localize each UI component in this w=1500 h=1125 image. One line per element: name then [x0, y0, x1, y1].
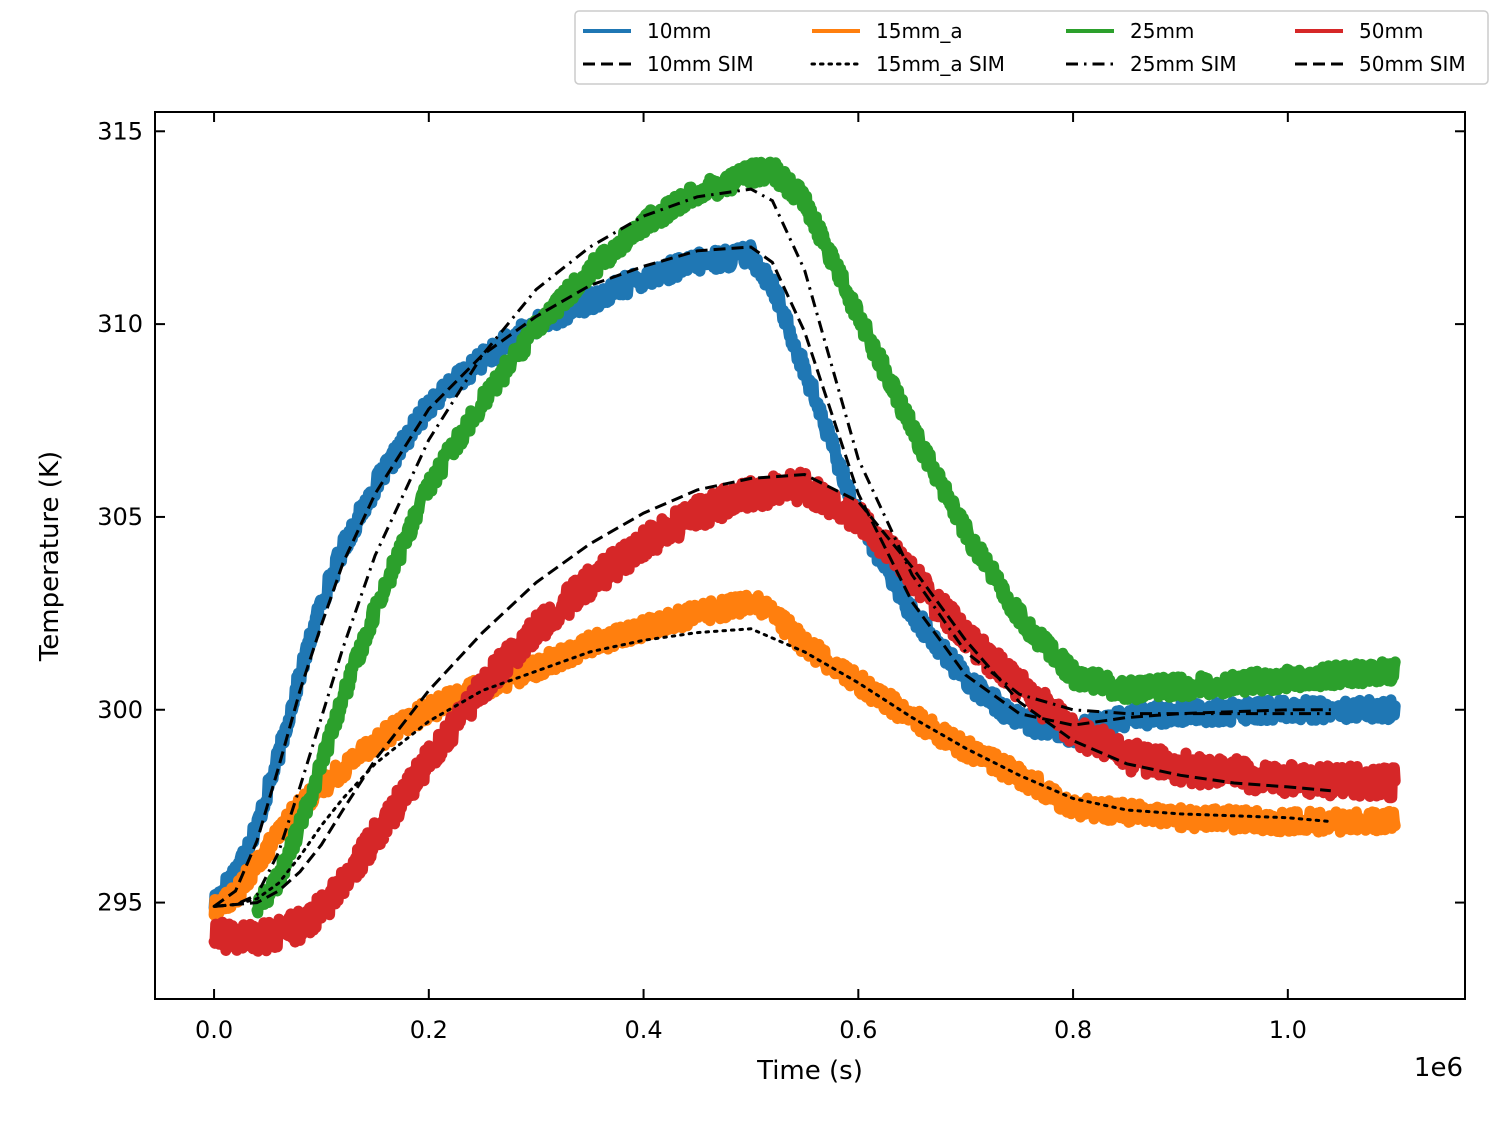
y-axis-label: Temperature (K) — [35, 451, 65, 662]
series-10mm-sim — [213, 245, 1331, 908]
series-line-25mm-sim — [213, 187, 1331, 908]
x-tick-label: 0.2 — [410, 1016, 448, 1044]
legend-item-25mm-sim: 25mm SIM — [1066, 52, 1237, 76]
legend-label: 25mm SIM — [1130, 52, 1237, 76]
y-tick-label: 295 — [97, 889, 143, 917]
x-axis-label: Time (s) — [756, 1056, 863, 1086]
series-25mm — [251, 156, 1401, 919]
legend-label: 15mm_a — [876, 19, 963, 43]
series-line-15mm-a — [208, 589, 1401, 924]
legend-label: 10mm SIM — [647, 52, 754, 76]
series-line-50mm-sim — [213, 472, 1331, 908]
series-25mm-sim — [213, 187, 1331, 908]
x-tick-label: 0.6 — [839, 1016, 877, 1044]
legend-item-25mm: 25mm — [1066, 19, 1194, 43]
legend-item-50mm: 50mm — [1295, 19, 1423, 43]
series-50mm-sim — [213, 472, 1331, 908]
series-15mm-a — [208, 589, 1401, 924]
legend-label: 50mm — [1359, 19, 1423, 43]
legend: 10mm 10mm SIM 15mm_a 15mm_a SIM 25mm 25mm SIM… — [574, 10, 1489, 85]
series-15mm-a-sim — [212, 627, 1333, 908]
x-tick-label: 0.0 — [195, 1016, 233, 1044]
y-tick-label: 300 — [97, 696, 143, 724]
legend-frame — [574, 10, 1489, 85]
legend-label: 25mm — [1130, 19, 1194, 43]
legend-item-10mm-sim: 10mm SIM — [583, 52, 754, 76]
series-line-15mm-a-sim — [212, 627, 1333, 908]
legend-item-10mm: 10mm — [583, 19, 711, 43]
legend-item-50mm-sim: 50mm SIM — [1295, 52, 1466, 76]
series-layer — [208, 156, 1401, 957]
series-10mm — [208, 239, 1401, 914]
y-tick-label: 305 — [97, 503, 143, 531]
series-line-25mm — [251, 156, 1401, 919]
legend-label: 15mm_a SIM — [876, 52, 1005, 76]
ticks-layer: 0.0 0.2 0.4 0.6 0.8 1.0 295 300 305 310 315 — [97, 112, 1465, 1044]
legend-label: 10mm — [647, 19, 711, 43]
series-line-10mm — [208, 239, 1401, 914]
y-tick-label: 310 — [97, 310, 143, 338]
x-tick-label: 0.8 — [1054, 1016, 1092, 1044]
y-tick-label: 315 — [97, 117, 143, 145]
legend-item-15mm-a: 15mm_a — [812, 19, 963, 43]
legend-item-15mm-a-sim: 15mm_a SIM — [810, 52, 1005, 76]
x-tick-label: 0.4 — [624, 1016, 662, 1044]
x-tick-label: 1.0 — [1269, 1016, 1307, 1044]
plot-frame — [154, 111, 1466, 1000]
x-offset-label: 1e6 — [1414, 1053, 1463, 1083]
series-line-10mm-sim — [213, 245, 1331, 908]
legend-label: 50mm SIM — [1359, 52, 1466, 76]
